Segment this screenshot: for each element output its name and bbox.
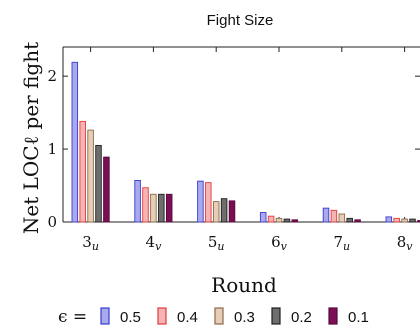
x-tick-label-base: 7 [333, 233, 343, 251]
bar-0-2-6v [283, 218, 291, 223]
x-tick-label-sub: u [343, 240, 350, 253]
bar-0-4-6v [267, 215, 275, 223]
y-tick-label: 2 [47, 67, 57, 85]
bar-0-1-5u [228, 200, 236, 223]
bar-0-2-8v [409, 218, 416, 223]
x-tick-label: 4v [146, 233, 163, 253]
x-tick-label-base: 5 [208, 233, 218, 251]
bar-0-3-8v [401, 218, 408, 223]
legend-swatch-0-5 [100, 307, 110, 325]
bar-0-4-5u [205, 182, 212, 223]
y-tick-label: 1 [47, 140, 57, 158]
x-tick-label-base: 3 [82, 233, 92, 251]
x-tick-label: 5u [208, 233, 225, 253]
bar-0-3-5u [212, 201, 220, 223]
x-tick-label-base: 8 [397, 233, 407, 251]
bar-0-2-7u [346, 217, 353, 223]
x-tick-label: 3u [82, 233, 99, 253]
bar-0-1-3u [103, 156, 110, 223]
x-tick-label-base: 4 [146, 233, 156, 251]
bar-0-5-5u [197, 180, 204, 223]
bar-0-1-7u [354, 219, 361, 223]
legend-swatch-0-4 [157, 307, 167, 325]
y-axis-label: Net LOCℓ per fight [19, 42, 43, 234]
bar-0-4-4v [142, 187, 149, 223]
chart-title: Fight Size [207, 12, 274, 29]
legend-swatch-0-3 [214, 307, 224, 325]
x-tick-label-sub: v [155, 240, 162, 253]
x-tick-label-base: 6 [271, 233, 281, 251]
x-tick-label-sub: v [406, 240, 413, 253]
bar-0-1-6v [291, 219, 299, 223]
legend-swatch-0-2 [271, 307, 281, 325]
legend-label-0-1: 0.1 [348, 309, 369, 326]
legend-label-0-3: 0.3 [234, 309, 255, 326]
bar-0-2-3u [95, 144, 102, 223]
bar-0-5-6v [259, 212, 267, 223]
x-tick-label: 8v [397, 233, 414, 253]
bar-0-3-3u [87, 129, 94, 223]
y-axis-label-text: Net LOCℓ per fight [19, 42, 43, 234]
bar-0-2-4v [158, 193, 165, 223]
bar-0-3-6v [275, 217, 283, 223]
legend-title: ϵ = [58, 307, 87, 327]
bar-0-4-7u [330, 209, 338, 223]
bar-0-1-4v [165, 193, 173, 223]
bar-0-5-4v [134, 179, 141, 223]
legend-swatch-0-1 [328, 307, 338, 325]
bar-0-5-3u [71, 61, 79, 223]
bar-0-3-7u [338, 213, 346, 223]
bar-0-3-4v [150, 193, 157, 223]
legend-label-0-2: 0.2 [291, 309, 312, 326]
bar-0-5-7u [322, 207, 330, 223]
x-tick-label-sub: u [92, 240, 99, 253]
x-tick-label: 6v [271, 233, 288, 253]
bar-0-4-8v [393, 217, 400, 223]
bar-0-5-8v [385, 216, 393, 223]
x-tick-label: 7u [333, 233, 350, 253]
x-axis-label: Round [211, 273, 277, 297]
bar-0-1-8v [417, 220, 420, 223]
legend-label-0-4: 0.4 [177, 309, 198, 326]
bar-0-2-5u [220, 198, 228, 223]
x-tick-label-sub: u [217, 240, 224, 253]
bar-0-4-3u [79, 120, 86, 223]
legend-label-0-5: 0.5 [120, 309, 141, 326]
y-tick-label: 0 [47, 213, 57, 231]
legend: ϵ = 0.5 0.4 0.3 0.2 0.1 [58, 307, 369, 327]
x-tick-label-sub: v [281, 240, 288, 253]
